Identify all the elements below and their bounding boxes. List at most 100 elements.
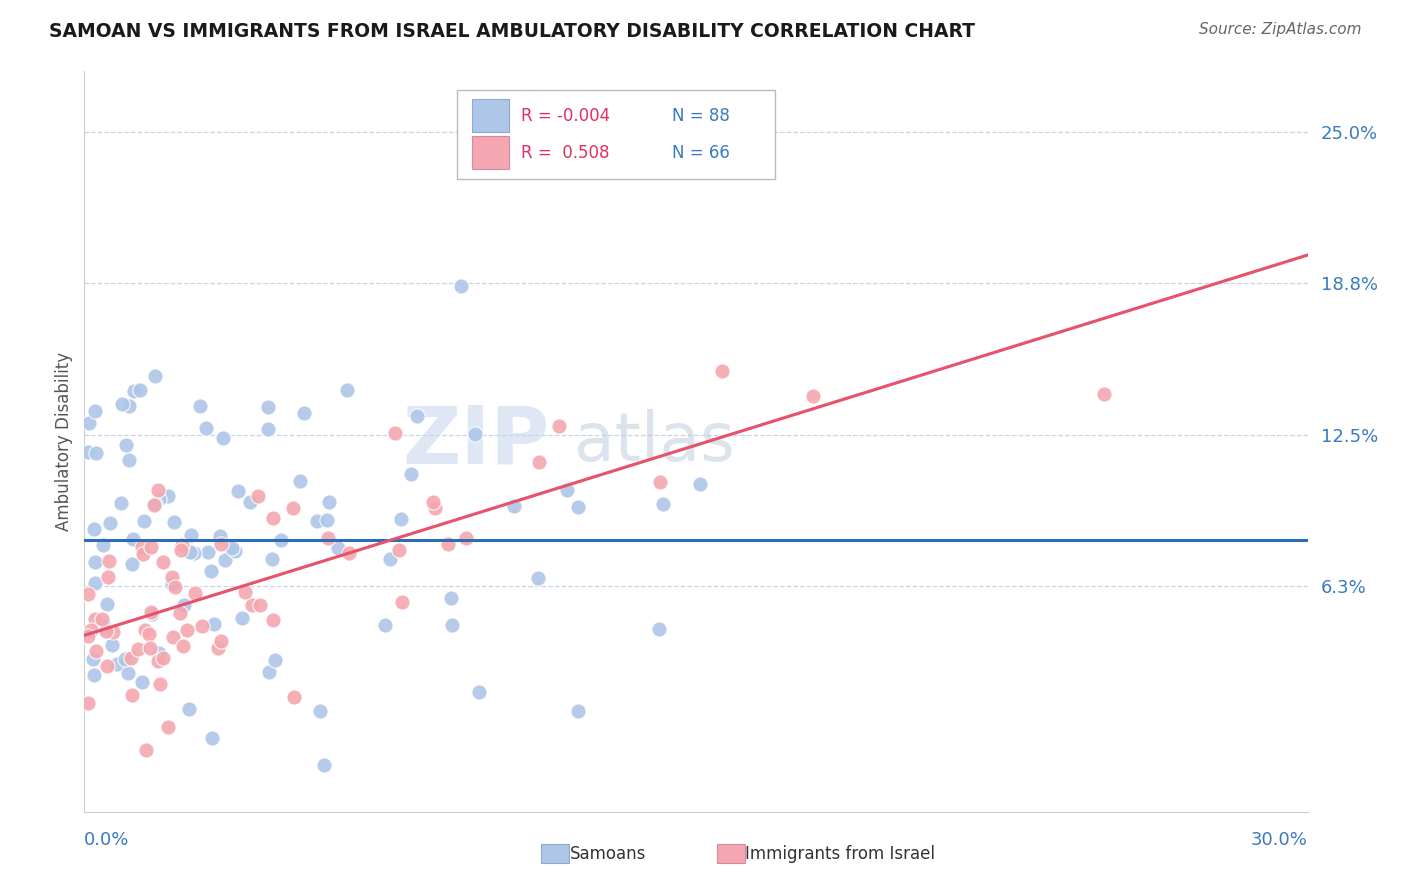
Point [91,538,114,552]
Point [141,607,163,622]
Point [264,653,287,667]
Point [101,625,124,640]
Point [209,633,232,648]
Point [194,420,217,434]
Point [98,553,121,567]
Point [152,555,174,569]
Point [84,643,107,657]
Point [689,477,711,491]
Point [249,599,271,613]
Point [326,541,349,555]
Point [131,675,153,690]
Point [117,665,139,680]
Point [163,515,186,529]
Point [648,475,671,489]
Point [143,369,166,384]
Point [188,399,211,413]
Text: Source: ZipAtlas.com: Source: ZipAtlas.com [1198,22,1361,37]
Point [318,531,340,545]
Point [214,553,236,567]
Text: 0.0%: 0.0% [84,831,129,849]
Point [312,758,335,772]
Point [134,623,156,637]
Text: R =  0.508: R = 0.508 [522,144,610,161]
Point [83,667,105,681]
Point [160,570,183,584]
Point [456,531,478,545]
Point [96,597,118,611]
Point [292,406,315,420]
Point [77,629,100,643]
Point [84,556,107,570]
Point [384,425,406,440]
Point [131,541,153,555]
Point [239,495,262,509]
Point [527,571,550,585]
Point [711,364,734,378]
Point [318,494,340,508]
Point [143,498,166,512]
Point [190,618,212,632]
Point [96,570,118,584]
Point [548,418,571,433]
Point [270,533,292,548]
Point [160,577,183,591]
Point [391,595,413,609]
Point [183,546,205,560]
Point [170,543,193,558]
Point [529,455,551,469]
Point [91,612,114,626]
Point [86,446,108,460]
Point [197,544,219,558]
Point [162,631,184,645]
Point [440,591,463,605]
Point [212,431,235,445]
Point [143,497,166,511]
Text: Samoans: Samoans [569,845,645,863]
Point [77,696,100,710]
Point [77,445,100,459]
Y-axis label: Ambulatory Disability: Ambulatory Disability [55,352,73,531]
Point [207,640,229,655]
Point [184,586,207,600]
Point [115,438,138,452]
Point [77,587,100,601]
Point [121,688,143,702]
Point [422,495,444,509]
Text: 30.0%: 30.0% [1251,831,1308,849]
Point [84,575,107,590]
Point [131,547,153,561]
Point [177,702,200,716]
Point [98,516,121,530]
Point [209,537,232,551]
Point [122,384,145,398]
Point [107,657,129,672]
Point [173,599,195,613]
Point [283,501,305,516]
Point [121,557,143,571]
Text: ZIP: ZIP [402,402,550,481]
Text: Immigrants from Israel: Immigrants from Israel [745,845,935,863]
Point [257,665,280,679]
Point [387,542,409,557]
Point [1092,387,1115,401]
Point [176,624,198,638]
Point [336,384,359,398]
Point [121,532,143,546]
Point [120,650,142,665]
Point [118,399,141,413]
Point [127,642,149,657]
Point [260,552,283,566]
Point [148,483,170,498]
Point [307,515,329,529]
Point [114,652,136,666]
Point [172,639,194,653]
Point [101,638,124,652]
FancyBboxPatch shape [472,99,509,132]
Point [118,453,141,467]
Point [138,627,160,641]
Point [557,483,579,498]
Point [138,641,160,656]
Text: N = 88: N = 88 [672,107,730,125]
Point [464,427,486,442]
